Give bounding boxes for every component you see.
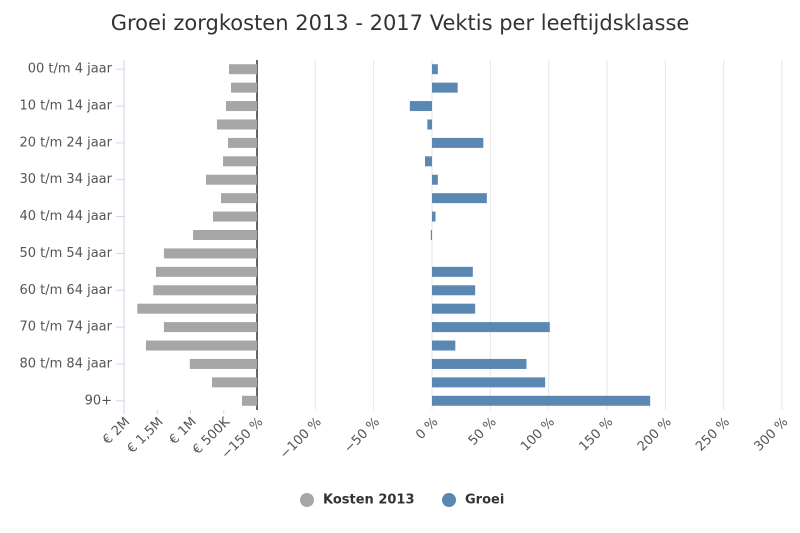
bar (163, 322, 257, 333)
y-tick-label: 40 t/m 44 jaar (19, 209, 112, 224)
bar (229, 64, 257, 75)
x2-tick-label: −50 % (341, 415, 383, 457)
bar (137, 303, 257, 314)
bar (221, 193, 257, 204)
bar (432, 395, 651, 406)
bar (205, 174, 257, 185)
y-tick-label: 80 t/m 84 jaar (19, 356, 112, 371)
bar (153, 285, 257, 296)
bar (430, 230, 432, 240)
bar (432, 193, 487, 204)
x2-tick-label: −100 % (277, 415, 325, 463)
x2-tick-label: 300 % (751, 415, 791, 455)
bar (226, 101, 257, 112)
x2-tick-label: 50 % (466, 415, 500, 449)
bar (432, 137, 484, 148)
bar (409, 101, 432, 112)
legend-label: Kosten 2013 (323, 493, 415, 508)
bar (432, 303, 476, 314)
bar (432, 211, 436, 222)
bar (212, 211, 257, 222)
y-tick-label: 50 t/m 54 jaar (19, 246, 112, 261)
y-tick-label: 70 t/m 74 jaar (19, 320, 112, 335)
y-tick-label: 90+ (85, 393, 112, 408)
bar (432, 377, 546, 388)
bar (193, 230, 257, 240)
x2-tick-label: 150 % (576, 415, 616, 455)
bar (211, 377, 257, 388)
bar (432, 340, 456, 351)
y-tick-label: 00 t/m 4 jaar (28, 62, 113, 77)
bar (241, 395, 257, 406)
bar (155, 266, 257, 277)
bar (432, 358, 527, 369)
y-tick-label: 20 t/m 24 jaar (19, 135, 112, 150)
bar (432, 82, 458, 93)
bar (432, 285, 476, 296)
legend-marker (442, 493, 456, 507)
bar (216, 119, 257, 130)
y-tick-label: 60 t/m 64 jaar (19, 283, 112, 298)
bar (427, 119, 432, 130)
bar (228, 137, 257, 148)
bar (432, 266, 473, 277)
legend-marker (300, 493, 314, 507)
y-tick-label: 10 t/m 14 jaar (19, 99, 112, 114)
legend-label: Groei (465, 493, 504, 508)
bar (432, 64, 438, 75)
bar (230, 82, 257, 93)
bar (189, 358, 257, 369)
x2-tick-label: 100 % (518, 415, 558, 455)
x2-tick-label: 0 % (413, 415, 441, 443)
bar (432, 322, 550, 333)
bar (145, 340, 257, 351)
chart-title: Groei zorgkosten 2013 - 2017 Vektis per … (111, 11, 690, 35)
x2-tick-label: 200 % (635, 415, 675, 455)
bar (425, 156, 432, 167)
bar (163, 248, 257, 259)
x2-tick-label: 250 % (693, 415, 733, 455)
y-tick-label: 30 t/m 34 jaar (19, 172, 112, 187)
bar (432, 174, 438, 185)
x-tick-label: € 1,5M (125, 415, 167, 457)
bar (223, 156, 257, 167)
